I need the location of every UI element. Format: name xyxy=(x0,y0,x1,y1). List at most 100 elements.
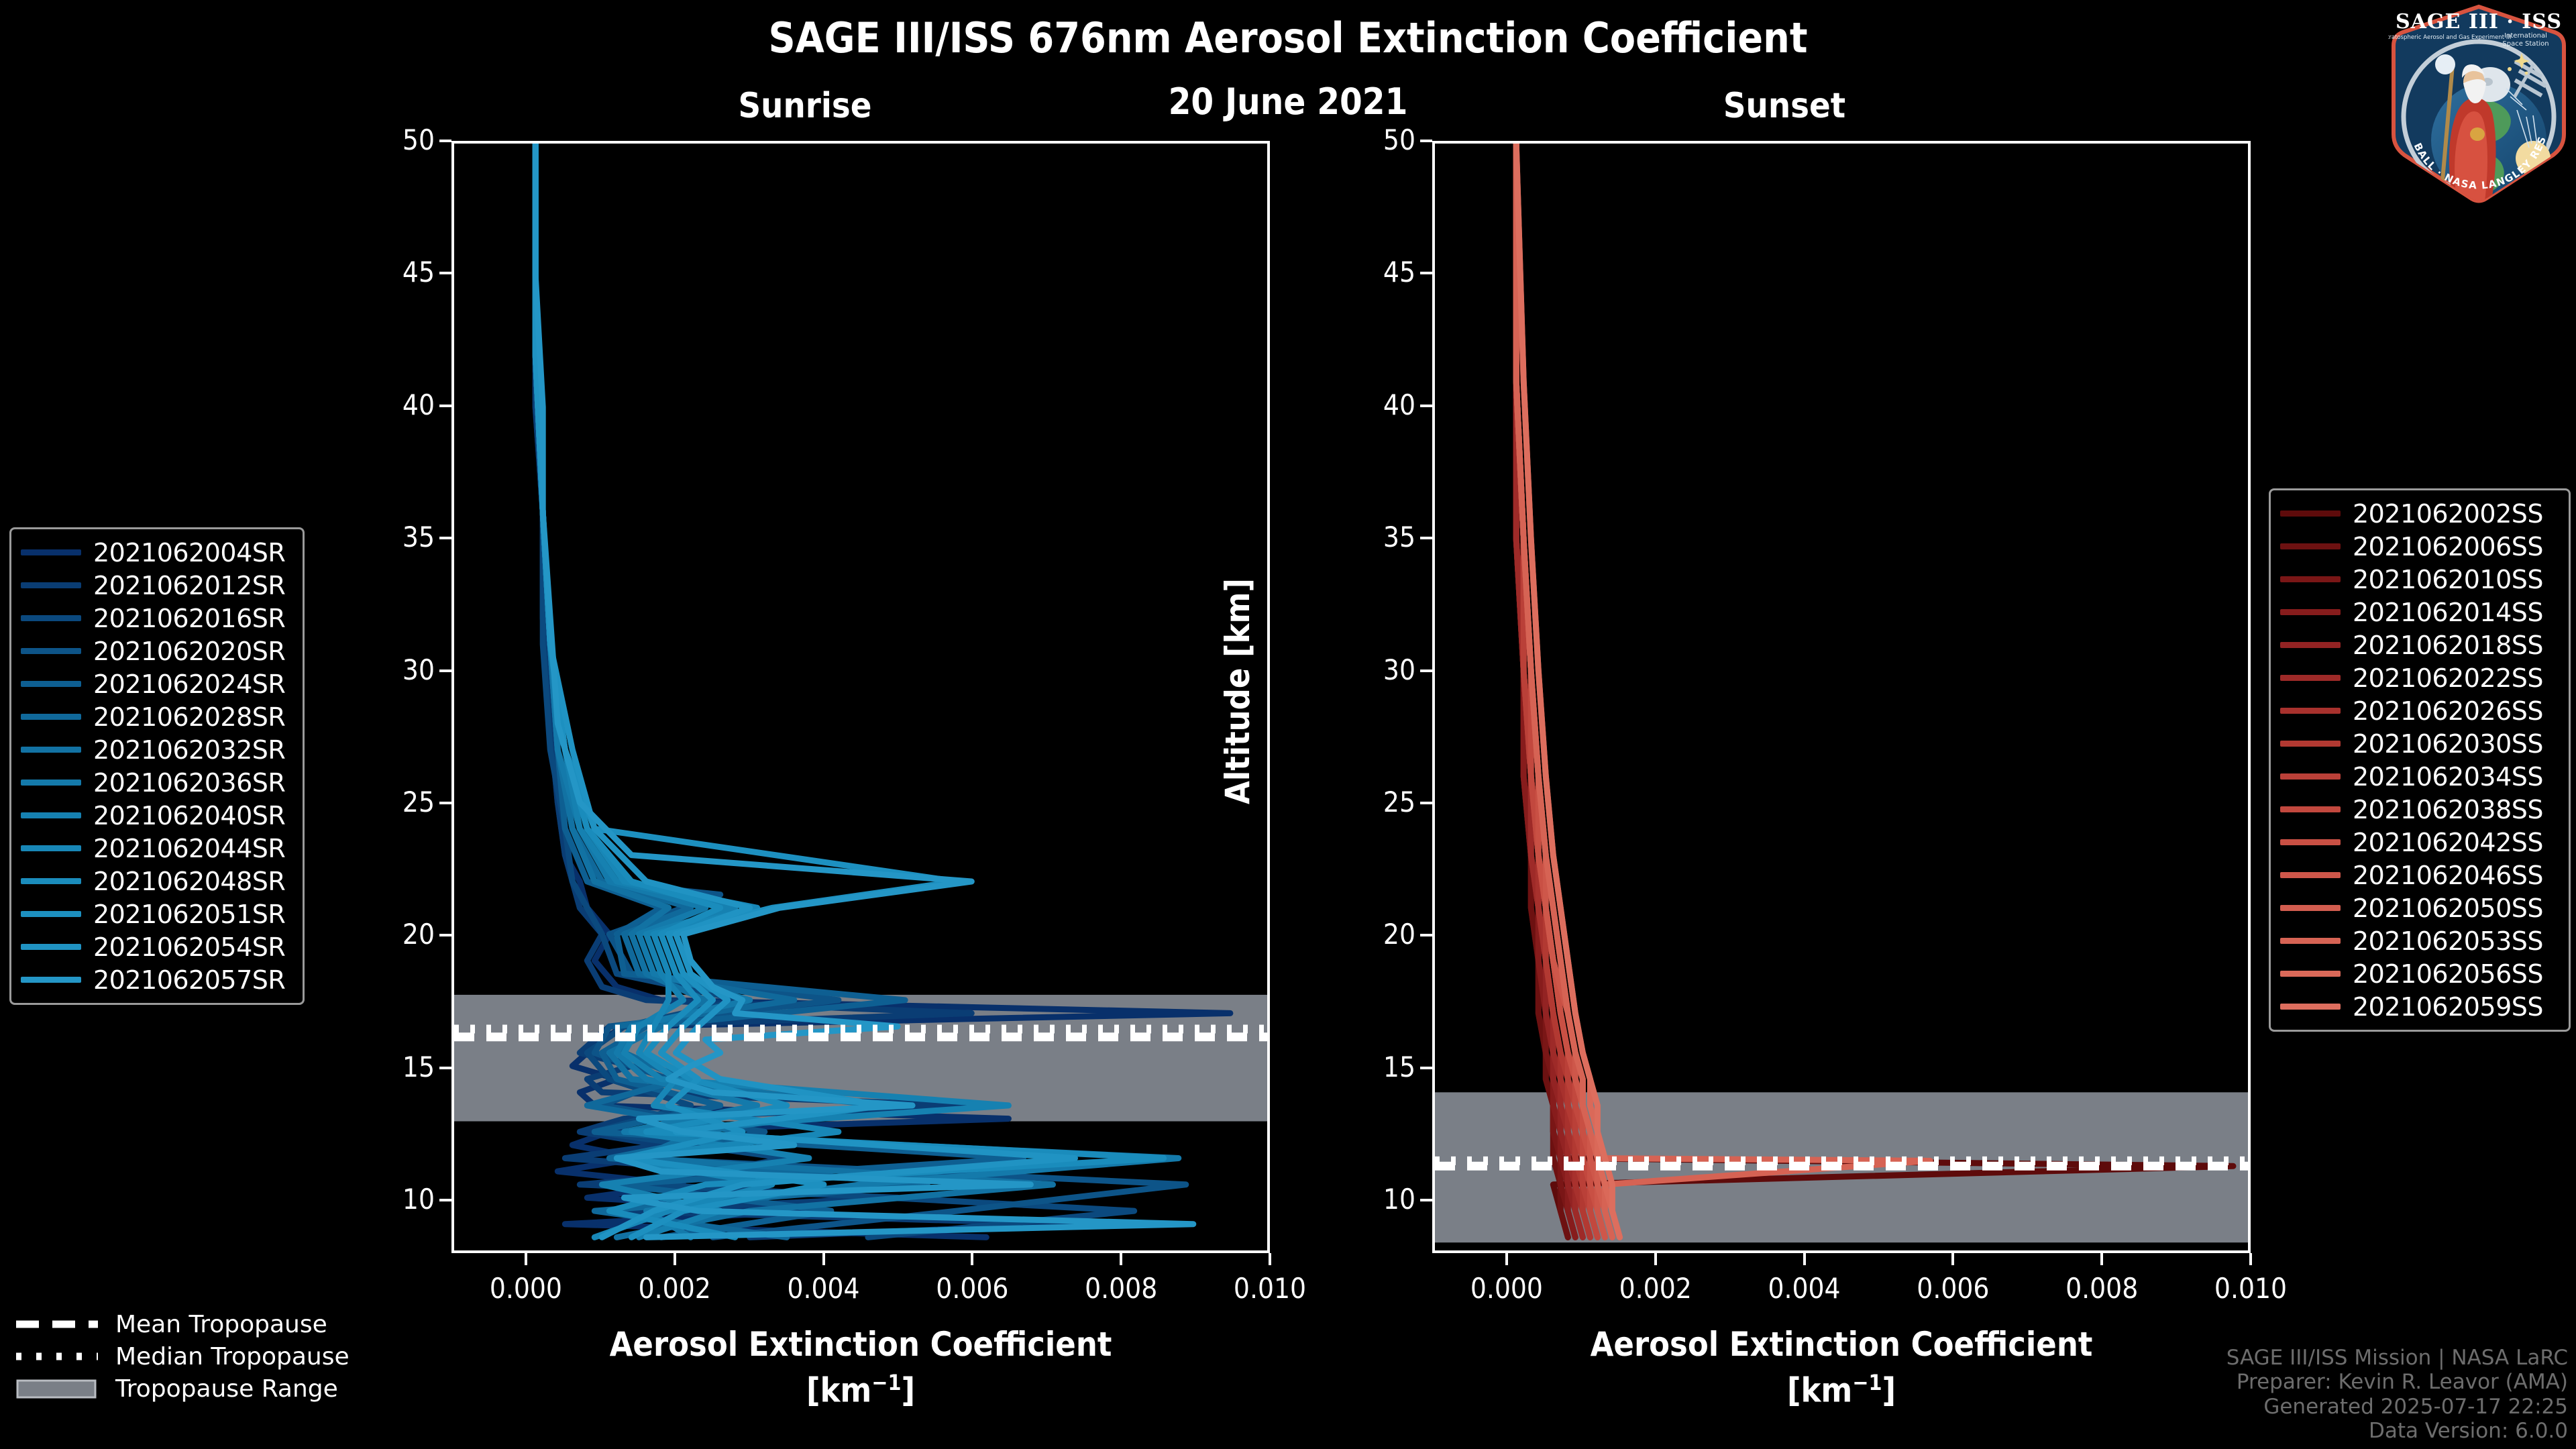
dotted-line-icon xyxy=(16,1352,98,1360)
legend-item[interactable]: 2021062050SS xyxy=(2280,892,2559,924)
legend-item[interactable]: 2021062059SS xyxy=(2280,990,2559,1023)
plot-sunrise xyxy=(451,141,1270,1253)
legend-item[interactable]: 2021062016SR xyxy=(21,602,293,635)
logo-subtitle-right-2: Space Station xyxy=(2502,40,2548,48)
y-tick-mark xyxy=(439,140,451,142)
y-tick-label: 30 xyxy=(402,653,435,686)
y-tick-mark xyxy=(1420,801,1432,804)
legend-item[interactable]: 2021062026SS xyxy=(2280,694,2559,727)
legend-label-tropopause-range: Tropopause Range xyxy=(115,1375,338,1403)
legend-item[interactable]: 2021062048SR xyxy=(21,865,293,898)
plot-sunrise-canvas xyxy=(454,144,1267,1240)
x-tick-label: 0.002 xyxy=(1619,1272,1692,1305)
y-tick-label: 50 xyxy=(402,123,435,156)
x-tick-mark xyxy=(971,1253,974,1265)
legend-color-swatch xyxy=(2280,609,2341,615)
legend-color-swatch xyxy=(21,911,81,917)
legend-item[interactable]: 2021062036SR xyxy=(21,766,293,799)
y-axis-label-right: Altitude [km] xyxy=(1218,578,1257,804)
legend-item[interactable]: 2021062020SR xyxy=(21,635,293,667)
legend-item[interactable]: 2021062044SR xyxy=(21,832,293,865)
legend-row-tropopause-range: Tropopause Range xyxy=(13,1373,350,1405)
legend-item[interactable]: 2021062057SR xyxy=(21,963,293,996)
y-tick-mark xyxy=(439,537,451,540)
credits-line-generated: Generated 2025-07-17 22:25 xyxy=(2263,1394,2568,1419)
legend-item[interactable]: 2021062046SS xyxy=(2280,859,2559,892)
legend-item-label: 2021062032SR xyxy=(93,735,286,765)
legend-item[interactable]: 2021062038SS xyxy=(2280,793,2559,826)
legend-item[interactable]: 2021062012SR xyxy=(21,569,293,602)
legend-item[interactable]: 2021062034SS xyxy=(2280,760,2559,793)
data-series-line xyxy=(1513,144,1933,1240)
staff-orb xyxy=(2435,54,2455,74)
legend-item[interactable]: 2021062024SR xyxy=(21,667,293,700)
x-tick-label: 0.002 xyxy=(638,1272,711,1305)
x-tick-mark xyxy=(2249,1253,2252,1265)
legend-item[interactable]: 2021062042SS xyxy=(2280,826,2559,859)
x-units-close: ] xyxy=(901,1371,916,1410)
legend-item[interactable]: 2021062010SS xyxy=(2280,563,2559,596)
legend-sunset[interactable]: 2021062002SS 2021062006SS 2021062010SS 2021… xyxy=(2269,488,2571,1032)
x-tick-mark xyxy=(524,1253,527,1265)
panel-heading-sunrise: Sunrise xyxy=(738,86,872,126)
legend-item[interactable]: 2021062053SS xyxy=(2280,924,2559,957)
legend-item[interactable]: 2021062006SS xyxy=(2280,530,2559,563)
x-units-close-right: ] xyxy=(1882,1371,1896,1410)
legend-item[interactable]: 2021062004SR xyxy=(21,536,293,569)
legend-color-swatch xyxy=(2280,971,2341,977)
y-tick-label: 45 xyxy=(402,256,435,289)
legend-color-swatch xyxy=(21,845,81,851)
y-tick-mark xyxy=(1420,140,1432,142)
x-tick-label: 0.004 xyxy=(787,1272,860,1305)
y-tick-mark xyxy=(1420,272,1432,275)
atlas-figure xyxy=(2435,54,2496,201)
credits-line-version: Data Version: 6.0.0 xyxy=(2368,1419,2568,1444)
legend-item[interactable]: 2021062030SS xyxy=(2280,727,2559,760)
x-tick-mark xyxy=(1505,1253,1508,1265)
y-tick-mark xyxy=(439,1199,451,1202)
y-tick-label: 40 xyxy=(402,388,435,421)
y-tick-label: 40 xyxy=(1383,388,1415,421)
atlas-hair xyxy=(2462,64,2485,78)
data-series-line xyxy=(1513,144,2237,1240)
legend-sunrise[interactable]: 2021062004SR 2021062012SR 2021062016SR 2021… xyxy=(9,527,305,1005)
legend-row-mean-tropopause: Mean Tropopause xyxy=(13,1308,350,1340)
filled-band-icon xyxy=(16,1379,97,1399)
legend-color-swatch xyxy=(2280,773,2341,780)
legend-item[interactable]: 2021062051SR xyxy=(21,898,293,930)
legend-item-label: 2021062026SS xyxy=(2353,696,2544,726)
legend-item-label: 2021062004SR xyxy=(93,537,286,568)
legend-color-swatch xyxy=(21,549,81,555)
legend-color-swatch xyxy=(21,714,81,720)
legend-color-swatch xyxy=(2280,741,2341,747)
legend-item[interactable]: 2021062056SS xyxy=(2280,957,2559,990)
plot-sunset xyxy=(1432,141,2251,1253)
legend-item-label: 2021062028SR xyxy=(93,702,286,732)
legend-item-label: 2021062046SS xyxy=(2353,860,2544,890)
legend-color-swatch xyxy=(21,648,81,654)
legend-item[interactable]: 2021062032SR xyxy=(21,733,293,766)
legend-item[interactable]: 2021062022SS xyxy=(2280,661,2559,694)
legend-item-label: 2021062051SR xyxy=(93,899,286,929)
legend-item[interactable]: 2021062002SS xyxy=(2280,497,2559,530)
legend-color-swatch xyxy=(2280,938,2341,944)
legend-item-label: 2021062002SS xyxy=(2353,498,2544,529)
legend-row-median-tropopause: Median Tropopause xyxy=(13,1340,350,1373)
legend-color-swatch xyxy=(2280,839,2341,845)
legend-item[interactable]: 2021062014SS xyxy=(2280,596,2559,629)
legend-item[interactable]: 2021062028SR xyxy=(21,700,293,733)
x-tick-mark xyxy=(1951,1253,1955,1265)
x-units-exponent: −1 xyxy=(871,1370,902,1395)
legend-item-label: 2021062020SR xyxy=(93,636,286,666)
legend-item[interactable]: 2021062018SS xyxy=(2280,629,2559,661)
legend-item-label: 2021062010SS xyxy=(2353,564,2544,594)
x-axis-label-right: Aerosol Extinction Coefficient xyxy=(1590,1325,2093,1364)
legend-item-label: 2021062014SS xyxy=(2353,597,2544,627)
logo-subtitle-right-1: International xyxy=(2504,32,2547,40)
y-tick-label: 15 xyxy=(1383,1050,1415,1083)
legend-item[interactable]: 2021062040SR xyxy=(21,799,293,832)
legend-item[interactable]: 2021062054SR xyxy=(21,930,293,963)
legend-item-label: 2021062024SR xyxy=(93,669,286,699)
x-tick-mark xyxy=(1120,1253,1123,1265)
legend-item-label: 2021062034SS xyxy=(2353,761,2544,792)
